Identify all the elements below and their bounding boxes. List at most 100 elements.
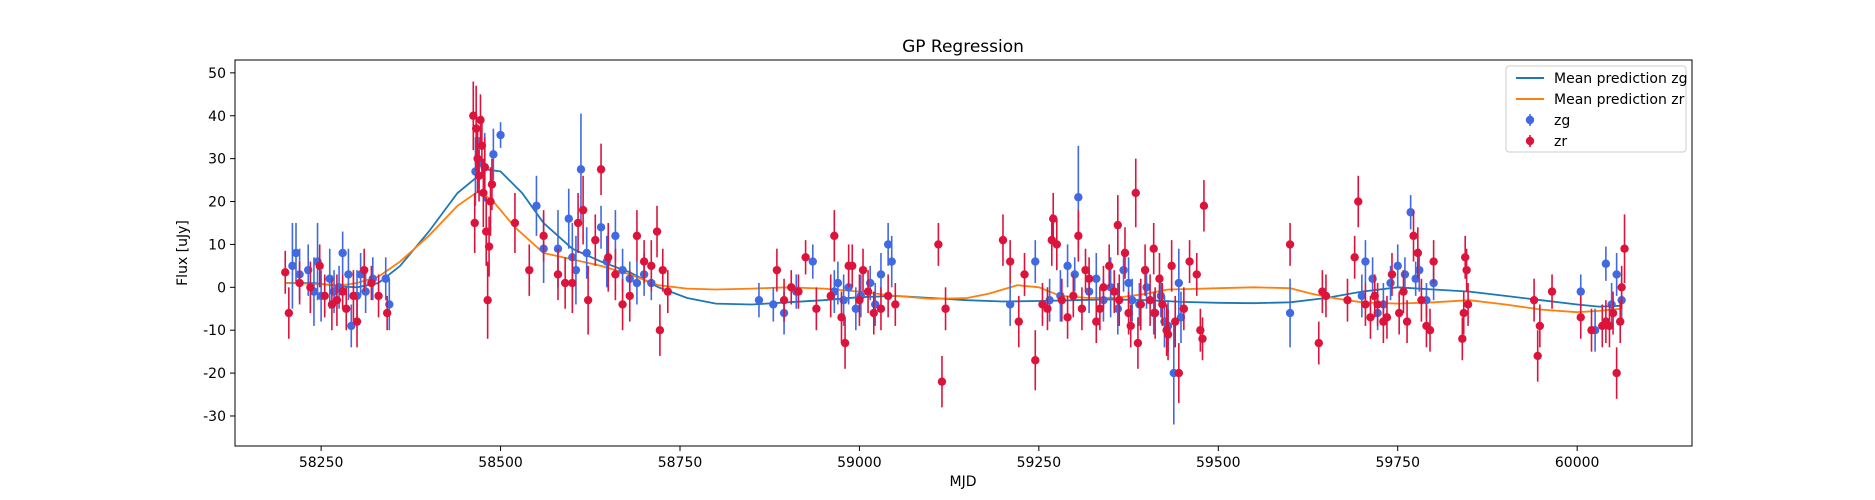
- point-marker: [998, 235, 1008, 245]
- point-marker: [1052, 240, 1062, 249]
- x-tick-label: 59000: [837, 455, 882, 471]
- data-point-zg: [1031, 240, 1040, 284]
- point-marker: [1063, 313, 1072, 322]
- data-point-zr: [553, 248, 563, 301]
- point-marker: [1350, 253, 1359, 262]
- data-point-zr: [1617, 265, 1626, 309]
- data-point-zr: [1429, 240, 1438, 284]
- point-marker: [1074, 231, 1083, 241]
- point-marker: [473, 154, 482, 163]
- data-point-zg: [754, 283, 764, 318]
- point-marker: [525, 265, 534, 275]
- point-marker: [496, 130, 505, 140]
- data-point-zr: [1049, 192, 1058, 245]
- point-marker: [284, 308, 294, 318]
- point-marker: [359, 265, 369, 275]
- point-marker: [647, 261, 656, 271]
- data-point-zr: [284, 287, 294, 339]
- data-point-zr: [1099, 265, 1108, 309]
- data-point-zr: [1587, 308, 1596, 352]
- data-point-zg: [769, 287, 778, 322]
- data-point-zg: [564, 188, 573, 249]
- data-point-zr: [1074, 210, 1083, 262]
- point-marker: [470, 218, 479, 228]
- point-marker: [560, 278, 570, 288]
- data-point-zr: [568, 253, 577, 314]
- data-point-zr: [1529, 278, 1539, 322]
- point-marker: [1057, 295, 1067, 305]
- data-point-zr: [1155, 253, 1164, 305]
- point-marker: [869, 308, 878, 318]
- point-marker: [1576, 287, 1585, 296]
- point-marker: [611, 270, 620, 279]
- point-marker: [1601, 259, 1611, 268]
- x-tick-label: 58750: [658, 455, 703, 471]
- data-point-zr: [826, 274, 835, 318]
- data-point-zr: [1005, 240, 1015, 284]
- point-marker: [769, 300, 778, 309]
- data-point-zr: [1043, 287, 1052, 331]
- data-point-zr: [1174, 343, 1184, 404]
- data-point-zr: [941, 287, 950, 331]
- x-tick-label: 58250: [299, 455, 344, 471]
- legend-label: Mean prediction zg: [1554, 71, 1688, 87]
- data-point-zr: [1192, 253, 1201, 296]
- data-point-zr: [1167, 240, 1176, 292]
- data-point-zr: [1354, 175, 1363, 228]
- data-point-zr: [1321, 274, 1331, 318]
- data-point-zr: [1394, 291, 1404, 335]
- legend-item-1: Mean prediction zr: [1516, 92, 1685, 108]
- data-point-zr: [367, 265, 376, 301]
- y-tick-label: 20: [208, 195, 226, 211]
- plot-area: [281, 81, 1629, 425]
- point-marker: [564, 214, 573, 223]
- point-marker: [1399, 287, 1408, 296]
- point-marker: [1617, 283, 1626, 292]
- data-point-zr: [1120, 227, 1130, 279]
- data-point-zg: [596, 205, 606, 249]
- point-marker: [342, 304, 351, 313]
- point-marker: [1612, 368, 1621, 378]
- x-axis: 58250 58500 58750 59000 59250 59500 59750 60000: [299, 446, 1599, 471]
- data-point-zr: [525, 244, 534, 296]
- point-marker: [583, 295, 593, 305]
- point-marker: [510, 218, 520, 228]
- data-point-zr: [1069, 274, 1078, 318]
- point-marker: [1393, 261, 1402, 271]
- data-point-zr: [1185, 240, 1194, 284]
- legend-label: zg: [1554, 113, 1570, 129]
- data-point-zr: [639, 240, 649, 284]
- data-point-zr: [1616, 300, 1625, 344]
- point-marker: [1124, 278, 1133, 288]
- point-marker: [553, 270, 563, 279]
- data-point-zr: [1150, 287, 1160, 339]
- data-point-zr: [652, 205, 662, 258]
- point-marker: [1402, 317, 1412, 326]
- data-point-zg: [1092, 253, 1101, 305]
- point-marker: [1163, 330, 1173, 339]
- point-marker: [876, 270, 886, 279]
- data-point-zr: [647, 240, 656, 292]
- data-point-zg: [1601, 246, 1611, 281]
- point-marker: [315, 261, 324, 271]
- data-point-zr: [1459, 291, 1468, 335]
- point-marker: [281, 268, 290, 277]
- point-marker: [772, 265, 782, 275]
- data-point-zr: [295, 261, 304, 305]
- data-point-zr: [840, 317, 850, 369]
- point-marker: [625, 291, 634, 301]
- data-point-zr: [830, 210, 839, 262]
- data-point-zr: [1350, 235, 1359, 279]
- legend-item-0: Mean prediction zg: [1516, 71, 1688, 87]
- data-point-zr: [625, 270, 634, 322]
- point-marker: [489, 150, 498, 159]
- point-marker: [1415, 265, 1424, 275]
- point-marker: [1547, 287, 1557, 296]
- point-marker: [1533, 351, 1542, 361]
- data-point-zr: [1533, 330, 1542, 382]
- point-marker: [808, 257, 817, 266]
- point-marker: [571, 265, 581, 275]
- data-point-zr: [772, 248, 782, 292]
- point-marker: [576, 165, 586, 174]
- point-marker: [858, 265, 868, 275]
